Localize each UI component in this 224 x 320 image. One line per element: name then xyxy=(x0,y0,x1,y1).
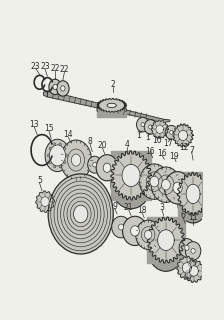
Text: 16: 16 xyxy=(157,149,167,158)
Ellipse shape xyxy=(73,205,88,223)
Ellipse shape xyxy=(141,123,144,127)
Ellipse shape xyxy=(123,216,147,245)
Ellipse shape xyxy=(54,165,56,168)
Text: 10: 10 xyxy=(153,136,162,145)
Ellipse shape xyxy=(47,154,50,157)
Polygon shape xyxy=(182,263,192,273)
Polygon shape xyxy=(178,172,209,215)
Ellipse shape xyxy=(112,216,130,238)
Text: 18: 18 xyxy=(137,206,147,215)
Polygon shape xyxy=(151,120,168,139)
Text: 20: 20 xyxy=(98,141,107,150)
Ellipse shape xyxy=(59,165,61,168)
Text: 5: 5 xyxy=(37,176,42,185)
Text: 8: 8 xyxy=(88,137,92,146)
Ellipse shape xyxy=(49,79,61,95)
Ellipse shape xyxy=(118,224,124,230)
Text: 1: 1 xyxy=(145,133,150,142)
Ellipse shape xyxy=(93,162,97,167)
Ellipse shape xyxy=(49,147,51,150)
Text: 4: 4 xyxy=(125,140,130,149)
Polygon shape xyxy=(97,99,126,112)
Ellipse shape xyxy=(185,242,201,260)
Ellipse shape xyxy=(97,103,126,117)
Polygon shape xyxy=(43,91,47,97)
Text: 23: 23 xyxy=(31,62,41,71)
Polygon shape xyxy=(189,266,198,276)
Ellipse shape xyxy=(144,120,157,134)
Text: 11: 11 xyxy=(188,212,198,221)
Text: 1: 1 xyxy=(136,131,141,140)
Ellipse shape xyxy=(162,180,170,190)
Ellipse shape xyxy=(57,81,69,96)
Ellipse shape xyxy=(179,239,195,257)
Ellipse shape xyxy=(149,125,152,129)
Polygon shape xyxy=(173,124,193,147)
Ellipse shape xyxy=(48,174,113,254)
Ellipse shape xyxy=(164,172,191,204)
Ellipse shape xyxy=(96,155,118,181)
Text: 17: 17 xyxy=(164,139,173,148)
Ellipse shape xyxy=(150,176,159,187)
Polygon shape xyxy=(41,197,49,206)
Ellipse shape xyxy=(107,103,116,108)
Ellipse shape xyxy=(136,220,161,249)
Ellipse shape xyxy=(151,167,181,203)
Ellipse shape xyxy=(170,131,173,134)
Text: 19: 19 xyxy=(170,152,179,161)
Text: 13: 13 xyxy=(29,120,39,129)
Ellipse shape xyxy=(103,163,111,172)
Ellipse shape xyxy=(131,226,139,236)
Polygon shape xyxy=(158,230,174,251)
Text: 16: 16 xyxy=(146,147,155,156)
Text: 23: 23 xyxy=(40,62,50,71)
Ellipse shape xyxy=(64,161,66,164)
Ellipse shape xyxy=(61,86,65,91)
Polygon shape xyxy=(186,184,200,204)
Ellipse shape xyxy=(49,145,65,166)
Ellipse shape xyxy=(64,147,66,150)
Text: 22: 22 xyxy=(50,64,60,73)
Polygon shape xyxy=(122,164,140,187)
Text: 12: 12 xyxy=(179,143,189,152)
Polygon shape xyxy=(156,125,164,133)
Polygon shape xyxy=(184,260,204,283)
Ellipse shape xyxy=(147,225,185,271)
Ellipse shape xyxy=(65,154,67,157)
Ellipse shape xyxy=(88,156,102,173)
Text: 21: 21 xyxy=(124,203,134,212)
Ellipse shape xyxy=(185,245,189,250)
Polygon shape xyxy=(97,112,126,117)
Ellipse shape xyxy=(54,143,56,146)
Ellipse shape xyxy=(140,164,169,199)
Polygon shape xyxy=(179,130,187,140)
Text: 9: 9 xyxy=(112,202,117,211)
Ellipse shape xyxy=(111,159,151,209)
Ellipse shape xyxy=(60,140,92,180)
Ellipse shape xyxy=(178,180,209,223)
Text: 2: 2 xyxy=(111,80,116,89)
Text: 15: 15 xyxy=(44,124,54,133)
Ellipse shape xyxy=(53,84,57,90)
Polygon shape xyxy=(36,191,54,212)
Ellipse shape xyxy=(45,139,70,172)
Ellipse shape xyxy=(49,161,51,164)
Polygon shape xyxy=(177,256,197,279)
Ellipse shape xyxy=(173,182,182,193)
Polygon shape xyxy=(47,91,164,122)
Polygon shape xyxy=(111,151,151,200)
Text: 7: 7 xyxy=(189,146,194,155)
Ellipse shape xyxy=(144,230,152,239)
Text: 22: 22 xyxy=(60,66,69,75)
Ellipse shape xyxy=(136,117,149,132)
Polygon shape xyxy=(147,217,185,263)
Ellipse shape xyxy=(191,248,195,253)
Text: 3: 3 xyxy=(160,203,164,212)
Ellipse shape xyxy=(71,154,81,166)
Polygon shape xyxy=(164,119,170,122)
Text: 6: 6 xyxy=(181,211,185,220)
Text: 14: 14 xyxy=(63,130,73,139)
Ellipse shape xyxy=(59,143,61,146)
Ellipse shape xyxy=(165,125,178,139)
